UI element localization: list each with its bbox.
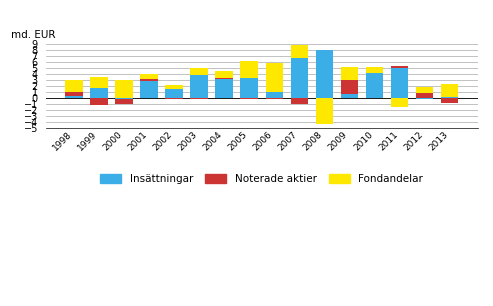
Bar — [241, 77, 258, 98]
Bar — [215, 79, 233, 98]
Bar — [416, 87, 433, 93]
Bar — [290, 45, 308, 58]
Bar — [416, 98, 433, 99]
Bar — [165, 89, 183, 98]
Bar — [316, 98, 333, 124]
Bar — [366, 73, 383, 98]
Bar — [215, 77, 233, 79]
Bar — [90, 88, 108, 98]
Bar — [266, 92, 283, 98]
Bar — [290, 98, 308, 104]
Bar — [165, 98, 183, 99]
Bar — [366, 67, 383, 73]
Bar — [65, 80, 83, 91]
Bar — [190, 98, 208, 99]
Bar — [115, 80, 133, 98]
Bar — [241, 61, 258, 77]
Legend: Insättningar, Noterade aktier, Fondandelar: Insättningar, Noterade aktier, Fondandel… — [96, 169, 427, 188]
Bar — [215, 71, 233, 77]
Bar — [90, 77, 108, 88]
Bar — [65, 91, 83, 96]
Bar — [290, 58, 308, 98]
Bar — [165, 85, 183, 89]
Bar — [341, 94, 358, 98]
Bar — [266, 63, 283, 92]
Bar — [441, 84, 458, 97]
Bar — [90, 98, 108, 105]
Bar — [441, 98, 458, 103]
Bar — [141, 74, 158, 79]
Bar — [391, 98, 408, 107]
Bar — [266, 98, 283, 99]
Bar — [341, 67, 358, 80]
Bar — [341, 80, 358, 94]
Bar — [241, 98, 258, 99]
Bar — [115, 99, 133, 104]
Bar — [441, 97, 458, 98]
Bar — [190, 75, 208, 98]
Bar — [141, 80, 158, 98]
Bar — [141, 79, 158, 80]
Bar — [391, 68, 408, 98]
Bar — [391, 66, 408, 68]
Bar — [316, 50, 333, 98]
Bar — [115, 98, 133, 99]
Bar — [190, 68, 208, 75]
Bar — [65, 96, 83, 98]
Bar — [416, 93, 433, 98]
Text: md. EUR: md. EUR — [11, 30, 56, 40]
